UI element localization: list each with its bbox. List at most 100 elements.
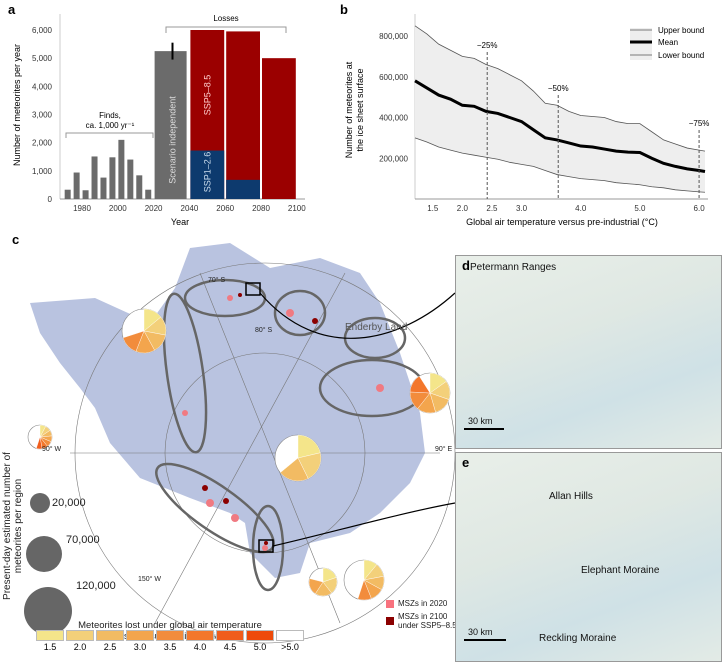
legend-band (630, 28, 652, 60)
colorbar-swatch: 2.5 (96, 630, 124, 652)
panel-label-b: b (340, 2, 348, 17)
y-axis-label: Number of meteorites at (344, 61, 354, 158)
colorbar-label: 5.0 (253, 642, 267, 652)
y-axis-label: the ice sheet surface (355, 68, 365, 151)
pie-slice (122, 330, 145, 352)
ssp126-bar (190, 150, 225, 199)
msz2100-label: MSZs in 2100 under SSP5–8.5 (398, 612, 457, 630)
finds-bar (145, 189, 152, 199)
x-tick-label: 2.0 (457, 204, 469, 213)
panel-label-c: c (12, 232, 20, 247)
x-tick-label: 1980 (73, 204, 91, 213)
panel-label-e: e (462, 455, 470, 470)
panel-label-d: d (462, 258, 470, 273)
ssp585-bar (262, 58, 296, 199)
threshold-label: −25% (477, 41, 498, 50)
label-allan-hills: Allan Hills (549, 491, 593, 502)
inset-d-scalebar: 30 km (468, 416, 493, 426)
x-tick-label: 4.0 (575, 204, 587, 213)
colorbar-swatch: 4.5 (216, 630, 244, 652)
y-tick-label: 4,000 (32, 82, 53, 91)
panel-label-a: a (8, 2, 16, 17)
colorbar-label: 4.0 (193, 642, 207, 652)
msz2100-swatch (386, 617, 394, 625)
label-80s: 80° S (255, 327, 273, 334)
y-tick-label: 1,000 (32, 167, 53, 176)
inset-e-scalebar: 30 km (468, 627, 493, 637)
label-90w: 90° W (42, 446, 62, 453)
finds-bar (136, 175, 143, 199)
finds-label: Finds, (99, 111, 121, 120)
ssp585-label: SSP5–8.5 (202, 75, 212, 116)
x-tick-label: 5.0 (634, 204, 646, 213)
finds-sublabel: ca. 1,000 yr⁻¹ (86, 121, 135, 130)
x-axis-label: Global air temperature versus pre-indust… (466, 217, 658, 227)
finds-bar (73, 172, 80, 199)
colorbar-label: 4.5 (223, 642, 237, 652)
inset-d: Petermann Ranges 30 km (455, 255, 722, 449)
colorbar-swatch: >5.0 (276, 630, 304, 652)
label-70s: 70° S (208, 277, 226, 284)
msz2020-swatch (386, 600, 394, 608)
colorbar-swatch: 4.0 (186, 630, 214, 652)
threshold-label: −50% (548, 84, 569, 93)
threshold-label: −75% (689, 119, 710, 128)
finds-bar (91, 156, 98, 199)
colorbar-label: 2.0 (73, 642, 87, 652)
y-tick-label: 200,000 (379, 154, 408, 163)
colorbar-label: 3.0 (133, 642, 147, 652)
colorbar: 1.5 2.0 2.5 3.0 3.5 4.0 4.5 5.0 >5.0 (36, 630, 304, 652)
label-elephant-moraine: Elephant Moraine (581, 565, 660, 576)
finds-bar (118, 139, 125, 199)
y-tick-label: 0 (48, 195, 53, 204)
finds-bar (64, 189, 71, 199)
colorbar-label: 1.5 (43, 642, 57, 652)
y-axis-label: Number of meteorites per year (12, 44, 22, 166)
antarctica-landmass (30, 243, 425, 578)
x-tick-label: 2100 (288, 204, 306, 213)
colorbar-swatch: 2.0 (66, 630, 94, 652)
x-tick-label: 2080 (252, 204, 270, 213)
pie-slice (308, 578, 324, 594)
y-tick-label: 400,000 (379, 114, 408, 123)
size-legend-70000: 70,000 (66, 534, 100, 546)
y-tick-label: 5,000 (32, 54, 53, 63)
label-reckling-moraine: Reckling Moraine (539, 633, 617, 644)
finds-bar (109, 157, 116, 199)
inset-d-title: Petermann Ranges (470, 262, 557, 273)
pie-slice (409, 375, 431, 394)
x-tick-label: 2060 (216, 204, 234, 213)
chart-a: 0 1,000 2,000 3,000 4,000 5,000 6,000 1980 2000 2… (12, 14, 306, 227)
colorbar-swatch: 5.0 (246, 630, 274, 652)
finds-bar (82, 190, 89, 199)
size-legend-120000: 120,000 (76, 580, 116, 592)
colorbar-swatch: 3.0 (126, 630, 154, 652)
lower-bound-line (414, 137, 706, 193)
msz2020-label: MSZs in 2020 (398, 599, 448, 608)
colorbar-swatch: 1.5 (36, 630, 64, 652)
x-tick-label: 1.5 (427, 204, 439, 213)
legend-label: Lower bound (658, 51, 704, 60)
ssp126-bar (226, 179, 260, 199)
losses-bracket (165, 26, 287, 33)
losses-label: Losses (213, 14, 238, 23)
chart-b: −25% −50% −75% 200,000 400,000 600,000 800,000… (344, 14, 710, 227)
pie-slice (36, 436, 43, 450)
scenario-independent-label: Scenario independent (168, 96, 178, 184)
finds-bar (100, 177, 107, 199)
mean-line (414, 79, 706, 173)
y-tick-label: 2,000 (32, 139, 53, 148)
y-tick-label: 800,000 (379, 32, 408, 41)
label-150w: 150° W (138, 576, 162, 583)
pie-slice (279, 457, 309, 482)
ssp126-label: SSP1–2.6 (202, 152, 212, 193)
x-tick-label: 2040 (181, 204, 199, 213)
label-enderby-land: Enderby Land (345, 322, 408, 333)
label-90e: 90° E (435, 446, 453, 453)
x-tick-label: 2000 (109, 204, 127, 213)
y-tick-label: 6,000 (32, 26, 53, 35)
upper-bound-line (414, 25, 706, 152)
x-tick-label: 2020 (145, 204, 163, 213)
ssp585-bar (226, 31, 260, 200)
